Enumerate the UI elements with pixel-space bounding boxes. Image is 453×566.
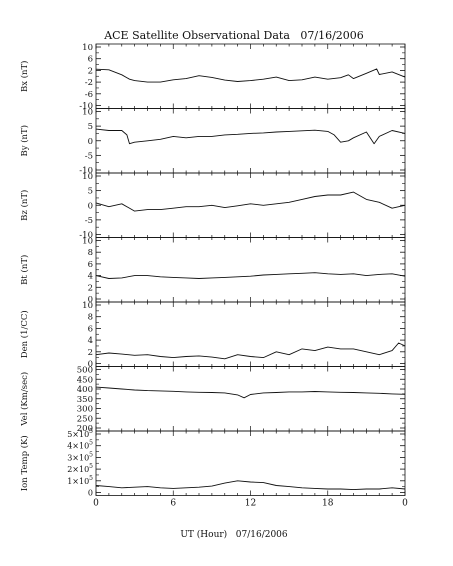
y-axis-label: Ion Temp (K)	[19, 435, 30, 491]
y-tick-times: ×10	[72, 430, 89, 439]
panel-frame	[95, 237, 406, 303]
y-tick-label: -2	[85, 78, 93, 88]
y-tick-exponent: 5	[89, 475, 93, 482]
y-axis-label: Vel (Km/sec)	[19, 372, 30, 427]
y-tick-mantissa: 5	[67, 430, 72, 439]
y-tick-label: -10	[79, 166, 93, 176]
panel-1: 10 62 -2 -6 -10 Bx (nT)	[19, 43, 406, 112]
y-tick-label: 8	[88, 248, 93, 258]
y-tick-label: 6	[88, 55, 93, 65]
y-tick-label: 0	[88, 295, 93, 305]
panel-frame	[95, 172, 406, 238]
y-tick-label: 4	[88, 336, 93, 346]
y-tick-label: 400	[77, 385, 93, 395]
y-tick-times: ×10	[72, 442, 89, 451]
y-tick-label: 350	[77, 395, 93, 405]
series-line	[95, 272, 406, 279]
y-tick-exponent: 5	[89, 463, 93, 470]
panel-frame	[95, 108, 406, 174]
x-tick-label: 0	[93, 499, 99, 509]
series-line	[95, 386, 406, 399]
figure-title: ACE Satellite Observational Data 07/16/2…	[103, 29, 364, 42]
y-tick-label: 2×105	[67, 463, 93, 474]
y-tick-label: 10	[82, 172, 93, 182]
y-tick-mantissa: 3	[67, 453, 72, 462]
x-tick-label: 6	[170, 499, 176, 509]
panel-2: 10 5 0 -5 -10 By (nT)	[19, 108, 406, 176]
y-tick-label: -10	[79, 102, 93, 112]
y-tick-label: 200	[77, 424, 93, 434]
y-tick-label: 8	[88, 313, 93, 323]
y-tick-mantissa: 2	[67, 465, 72, 474]
y-tick-times: ×10	[72, 477, 89, 486]
y-tick-label: -5	[85, 151, 93, 161]
y-axis-label: Bz (nT)	[19, 190, 30, 221]
panel-3: 10 5 0 -5 -10 Bz (nT)	[19, 172, 406, 241]
x-tick-label: 18	[322, 499, 334, 509]
y-tick-label: 0	[88, 360, 93, 370]
x-tick-label: 0	[402, 499, 408, 509]
y-tick-label: 6	[88, 324, 93, 334]
y-tick-label: 0	[88, 137, 93, 147]
y-tick-label: 5	[88, 187, 93, 197]
y-tick-label: 1×105	[67, 475, 93, 486]
y-tick-exponent: 5	[89, 428, 93, 435]
y-tick-mantissa: 0	[88, 489, 93, 498]
y-axis-label: Bx (nT)	[19, 60, 30, 92]
x-axis-label: UT (Hour) 07/16/2006	[180, 529, 288, 540]
y-tick-label: 450	[77, 375, 93, 385]
y-tick-label: 2	[88, 66, 93, 76]
panel-5: 10 86 4 2 0 Den (1/CC)	[19, 301, 406, 370]
y-tick-label: 3×105	[67, 451, 93, 462]
y-tick-label: 500	[77, 366, 93, 376]
y-tick-label: 4×105	[67, 440, 93, 451]
y-tick-label: -5	[85, 216, 93, 226]
series-line	[95, 68, 406, 83]
y-tick-label: 2	[88, 283, 93, 293]
y-tick-label: 6	[88, 260, 93, 270]
panel-frame	[95, 366, 406, 432]
series-line	[95, 342, 406, 360]
y-tick-times: ×10	[72, 453, 89, 462]
y-tick-label: 10	[82, 237, 93, 247]
y-axis-label: Bt (nT)	[19, 255, 30, 285]
y-tick-mantissa: 1	[67, 477, 72, 486]
y-tick-label: 10	[82, 43, 93, 53]
series-line	[95, 480, 406, 491]
x-tick-label: 12	[245, 499, 256, 509]
y-axis-label: By (nT)	[19, 125, 30, 157]
y-tick-label: -6	[85, 90, 93, 100]
y-tick-label: 4	[88, 272, 93, 282]
series-line	[95, 191, 406, 212]
y-tick-label: 5	[88, 122, 93, 132]
y-tick-label: 5×105	[67, 428, 93, 439]
y-tick-label: 10	[82, 301, 93, 311]
series-line	[95, 128, 406, 145]
panel-4: 108 6 42 0 Bt (nT)	[19, 237, 406, 305]
y-tick-label: 0	[88, 489, 93, 498]
y-tick-times: ×10	[72, 465, 89, 474]
y-tick-exponent: 5	[89, 451, 93, 458]
y-tick-exponent: 5	[89, 440, 93, 447]
panel-frame	[95, 430, 406, 496]
y-tick-label: 300	[77, 405, 93, 415]
y-tick-label: -10	[79, 231, 93, 241]
y-tick-label: 10	[82, 108, 93, 118]
y-tick-label: 0	[88, 201, 93, 211]
y-tick-mantissa: 4	[67, 442, 72, 451]
y-tick-label: 250	[77, 414, 93, 424]
y-tick-label: 2	[88, 348, 93, 358]
y-axis-label: Den (1/CC)	[19, 310, 30, 358]
